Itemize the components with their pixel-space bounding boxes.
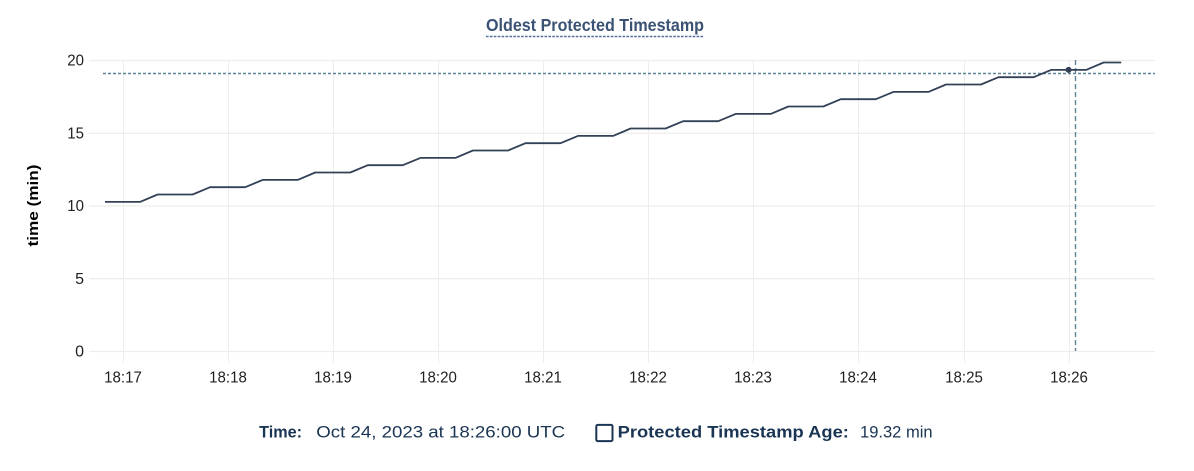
svg-text:Oct 24, 2023 at 18:26:00 UTC: Oct 24, 2023 at 18:26:00 UTC (316, 423, 565, 442)
svg-text:10: 10 (67, 198, 84, 215)
svg-text:18:19: 18:19 (314, 370, 352, 387)
svg-text:18:24: 18:24 (839, 370, 877, 387)
svg-text:18:26: 18:26 (1050, 370, 1088, 387)
svg-text:18:23: 18:23 (734, 370, 772, 387)
svg-text:18:25: 18:25 (945, 370, 983, 387)
svg-text:18:22: 18:22 (629, 370, 667, 387)
svg-text:18:17: 18:17 (104, 370, 142, 387)
svg-text:18:20: 18:20 (419, 370, 457, 387)
svg-text:time (min): time (min) (25, 164, 42, 246)
svg-text:5: 5 (75, 271, 84, 288)
svg-text:18:21: 18:21 (524, 370, 562, 387)
svg-text:18:18: 18:18 (209, 370, 247, 387)
svg-text:15: 15 (67, 125, 84, 142)
svg-text:Time:: Time: (259, 423, 302, 442)
svg-text:20: 20 (67, 53, 84, 70)
svg-text:0: 0 (75, 344, 84, 361)
svg-text:Oldest Protected Timestamp: Oldest Protected Timestamp (486, 15, 704, 35)
svg-text:Protected Timestamp Age:: Protected Timestamp Age: (618, 423, 849, 442)
svg-text:19.32 min: 19.32 min (860, 423, 933, 442)
